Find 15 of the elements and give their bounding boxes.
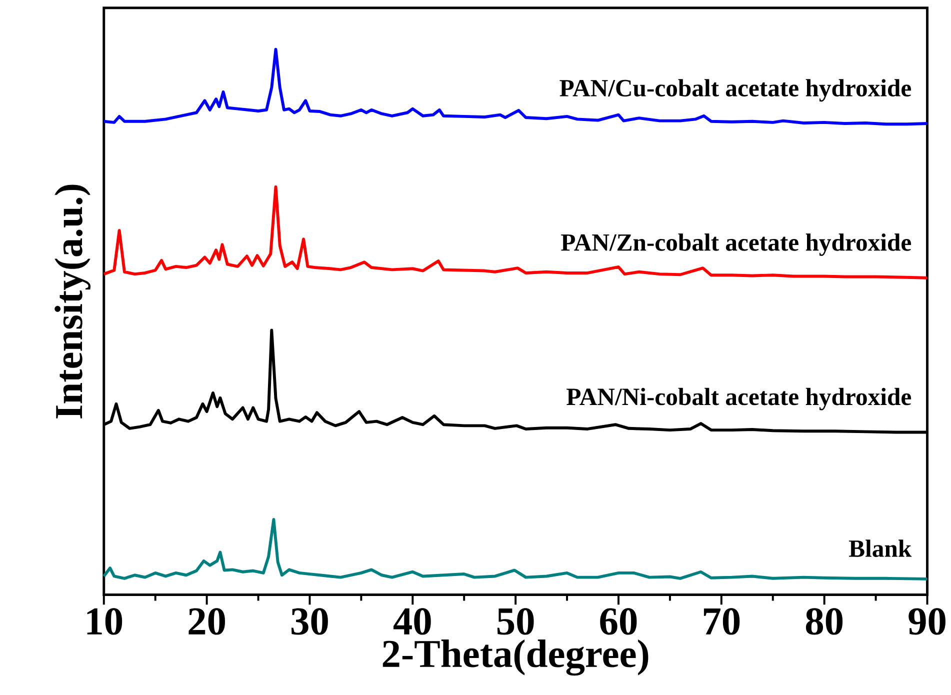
series-label: PAN/Zn-cobalt acetate hydroxide xyxy=(561,234,911,256)
y-axis-title: Intensity(a.u.) xyxy=(54,184,90,418)
series-label: PAN/Cu-cobalt acetate hydroxide xyxy=(560,79,911,102)
x-tick-label: 60 xyxy=(600,608,637,635)
x-tick-label: 90 xyxy=(908,608,946,635)
x-tick-label: 80 xyxy=(806,608,843,635)
x-tick-label: 30 xyxy=(291,608,328,635)
series-label: Blank xyxy=(848,540,912,558)
x-tick-label: 40 xyxy=(393,608,431,635)
x-tick-label: 10 xyxy=(87,608,122,635)
x-axis-title: 2-Theta(degree) xyxy=(382,640,648,676)
series-label: PAN/Ni-cobalt acetate hydroxide xyxy=(566,388,911,410)
x-tick-label: 50 xyxy=(497,608,534,635)
x-tick-label: 20 xyxy=(188,608,226,635)
x-tick-label: 70 xyxy=(704,608,740,635)
